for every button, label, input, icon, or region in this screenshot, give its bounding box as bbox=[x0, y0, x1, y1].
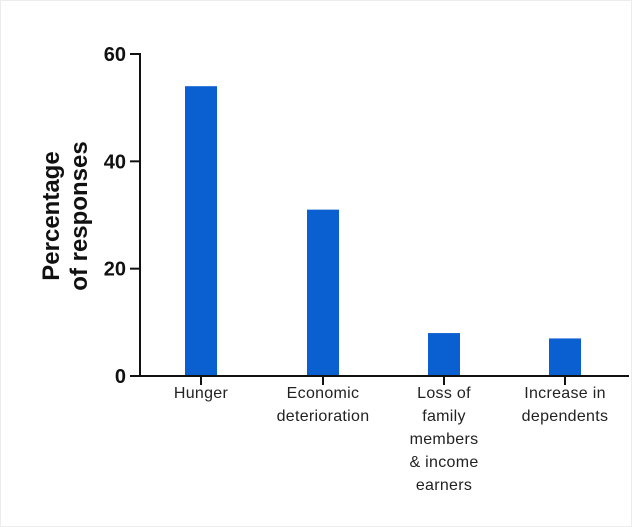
y-tick-label-20: 20 bbox=[104, 259, 126, 281]
x-tick-label-1: Economic deterioration bbox=[276, 385, 370, 425]
bar-1 bbox=[307, 209, 339, 376]
bar-2 bbox=[428, 333, 460, 376]
x-tick-label-2: Loss of family members & income earners bbox=[409, 385, 479, 494]
bar-0 bbox=[185, 86, 217, 376]
y-axis-label: Percentage of responses bbox=[38, 141, 93, 291]
y-tick-label-40: 40 bbox=[104, 151, 126, 173]
y-tick-label-60: 60 bbox=[104, 44, 126, 66]
y-tick-label-0: 0 bbox=[115, 366, 126, 388]
x-tick-label-0: Hunger bbox=[173, 385, 229, 402]
bar-3 bbox=[549, 338, 581, 376]
x-tick-label-3: Increase in dependents bbox=[521, 385, 609, 425]
